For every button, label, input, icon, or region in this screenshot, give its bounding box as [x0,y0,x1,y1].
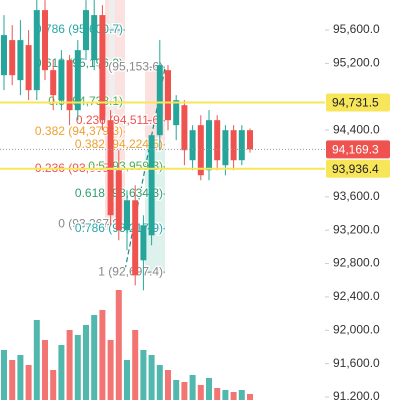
candle-body [33,10,40,91]
fib-label: 0.236 (94,511.6) [76,113,163,127]
candle-body [42,10,48,71]
price-label: 94,731.5 [332,96,379,110]
fib-label: 0.786 (95,600.7) [35,22,123,36]
fib-label: 0 (93,267.9) [58,217,123,231]
candle-body [197,125,204,176]
fib-label: 0.382 (94,379.3) [35,124,123,138]
candle-body [124,200,130,231]
price-label-box [326,159,390,178]
price-label-box [326,93,390,112]
volume-bar [74,335,81,400]
candle-body [214,120,221,161]
volume-bar [9,360,16,400]
y-tick-label: 93,200.0 [333,222,380,236]
volume-bar [222,390,229,400]
volume-bar [165,370,171,400]
volume-bar [156,365,163,400]
y-tick-label: 92,400.0 [333,289,380,303]
y-tick-label: 92,800.0 [333,256,380,270]
volume-bar [1,350,7,400]
candle-body [132,200,139,276]
candle-body [140,225,147,261]
price-label-box [326,140,390,159]
candle-body [222,130,229,166]
volume-bar [91,315,98,400]
volume-bar [132,330,139,400]
candle-body [247,130,253,150]
y-tick-label: 93,600.0 [333,189,380,203]
candle-body [25,45,32,91]
volume-bar [107,340,114,400]
fib-label: 0.382 (94,224.5) [75,137,163,151]
candle-body [17,40,24,81]
candle-body [83,10,89,51]
candle-body [66,60,73,111]
volume-bar [50,370,57,400]
candle-body [189,130,196,161]
volume-bar [140,350,147,400]
y-tick-label: 91,200.0 [333,389,380,400]
volume-bar [124,360,130,400]
candle-body [50,70,57,96]
y-tick-label: 91,600.0 [333,356,380,370]
volume-bar [189,375,196,400]
candle-body [165,70,171,121]
price-label: 93,936.4 [332,162,379,176]
volume-bar [238,390,245,400]
volume-bar [99,310,106,400]
volume-bar [42,340,48,400]
candle-body [91,15,98,61]
volume-bar [214,388,221,400]
fib-label: 0 (95,153.6) [98,59,163,73]
volume-bar [173,380,180,400]
volume-bar [17,355,24,400]
y-tick-label: 92,000.0 [333,322,380,336]
candle-body [115,170,122,231]
volume-bar [148,355,155,400]
volume-bar [181,382,188,400]
volume-bar [33,320,40,400]
candle-body [148,135,155,236]
candle-body [238,130,245,161]
candle-body [74,50,81,111]
volume-bar [247,394,253,400]
candle-body [107,120,114,216]
candle-body [206,120,212,171]
volume-bar [66,330,73,400]
y-tick-label: 95,600.0 [333,22,380,36]
candle-body [181,105,188,151]
candle-body [173,100,180,126]
volume-bar [58,345,65,400]
candle-body [1,35,7,76]
y-tick-label: 95,200.0 [333,56,380,70]
volume-bar [230,392,237,400]
candle-body [156,65,163,136]
volume-bar [83,325,89,400]
volume-bar [206,378,212,400]
candle-body [99,15,106,121]
volume-bar [197,385,204,400]
volume-bar [115,290,122,400]
volume-bar [25,365,32,400]
candle-body [58,60,65,101]
price-label: 94,169.3 [332,143,379,157]
candle-body [230,130,237,161]
candle-body [9,40,16,76]
y-tick-label: 94,400.0 [333,122,380,136]
fib-label: 1 (92,697.4) [98,264,163,278]
